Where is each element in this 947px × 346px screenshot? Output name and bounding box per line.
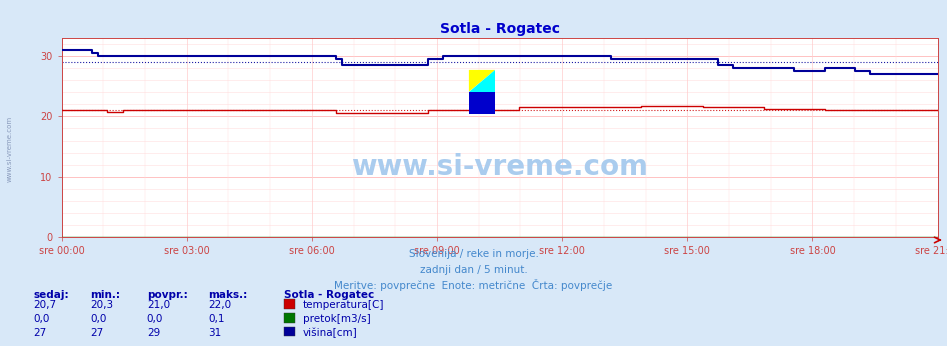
Text: Meritve: povprečne  Enote: metrične  Črta: povprečje: Meritve: povprečne Enote: metrične Črta:… bbox=[334, 279, 613, 291]
Text: temperatura[C]: temperatura[C] bbox=[303, 300, 384, 310]
Text: www.si-vreme.com: www.si-vreme.com bbox=[351, 153, 648, 181]
Text: 29: 29 bbox=[147, 328, 160, 338]
Text: 20,3: 20,3 bbox=[90, 300, 113, 310]
Text: 27: 27 bbox=[33, 328, 46, 338]
Text: sedaj:: sedaj: bbox=[33, 290, 69, 300]
Title: Sotla - Rogatec: Sotla - Rogatec bbox=[439, 21, 560, 36]
Polygon shape bbox=[469, 70, 495, 92]
Text: višina[cm]: višina[cm] bbox=[303, 327, 358, 338]
Text: 20,7: 20,7 bbox=[33, 300, 56, 310]
Text: 27: 27 bbox=[90, 328, 103, 338]
Text: 0,1: 0,1 bbox=[208, 315, 224, 325]
Text: 31: 31 bbox=[208, 328, 222, 338]
Text: Slovenija / reke in morje.: Slovenija / reke in morje. bbox=[408, 249, 539, 259]
Text: 21,0: 21,0 bbox=[147, 300, 170, 310]
Text: povpr.:: povpr.: bbox=[147, 290, 188, 300]
Text: min.:: min.: bbox=[90, 290, 120, 300]
Text: 0,0: 0,0 bbox=[147, 315, 163, 325]
Polygon shape bbox=[469, 92, 495, 114]
Text: maks.:: maks.: bbox=[208, 290, 247, 300]
Text: Sotla - Rogatec: Sotla - Rogatec bbox=[284, 290, 374, 300]
Text: 0,0: 0,0 bbox=[33, 315, 49, 325]
Text: 22,0: 22,0 bbox=[208, 300, 231, 310]
Text: zadnji dan / 5 minut.: zadnji dan / 5 minut. bbox=[420, 265, 527, 275]
Text: www.si-vreme.com: www.si-vreme.com bbox=[7, 116, 12, 182]
Polygon shape bbox=[469, 70, 495, 92]
Text: pretok[m3/s]: pretok[m3/s] bbox=[303, 315, 371, 325]
Text: 0,0: 0,0 bbox=[90, 315, 106, 325]
